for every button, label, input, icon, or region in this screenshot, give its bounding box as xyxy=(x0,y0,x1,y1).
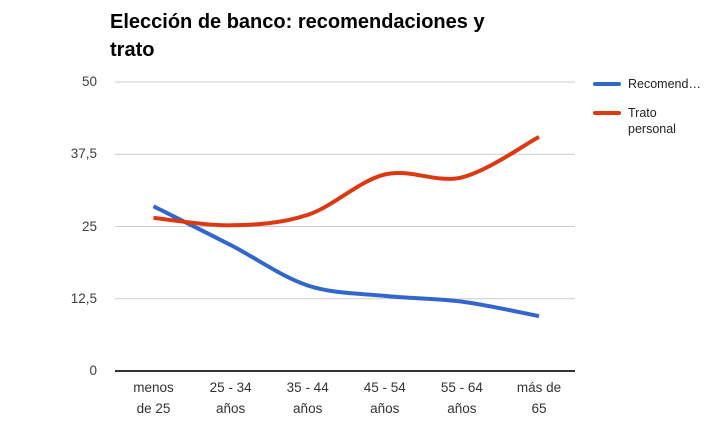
legend-swatch xyxy=(593,82,621,86)
legend-swatch xyxy=(593,111,621,115)
series-line-0 xyxy=(152,204,540,319)
x-tick-label: 25 - 34 años xyxy=(209,380,252,416)
legend-item: Recomend… xyxy=(593,76,701,92)
x-tick-label: 55 - 64 años xyxy=(440,380,483,416)
legend-label: Trato personal xyxy=(628,106,676,136)
y-tick-label: 0 xyxy=(89,363,97,378)
series-line-1 xyxy=(153,135,540,228)
x-tick-label: más de 65 xyxy=(516,380,562,416)
y-tick-label: 12,5 xyxy=(70,290,97,306)
y-tick-label: 25 xyxy=(81,218,97,234)
legend-label: Recomend… xyxy=(628,77,701,91)
legend-item: Trato personal xyxy=(593,105,696,137)
chart-legend: Recomend… Trato personal xyxy=(593,76,701,137)
x-tick-label: 35 - 44 años xyxy=(286,380,329,416)
y-tick-label: 37,5 xyxy=(70,146,97,162)
x-tick-label: 45 - 54 años xyxy=(363,380,406,416)
x-tick-label: menos de 25 xyxy=(133,380,174,416)
chart-title: Elección de banco: recomendaciones y tra… xyxy=(110,11,485,61)
y-tick-label: 50 xyxy=(81,74,97,89)
